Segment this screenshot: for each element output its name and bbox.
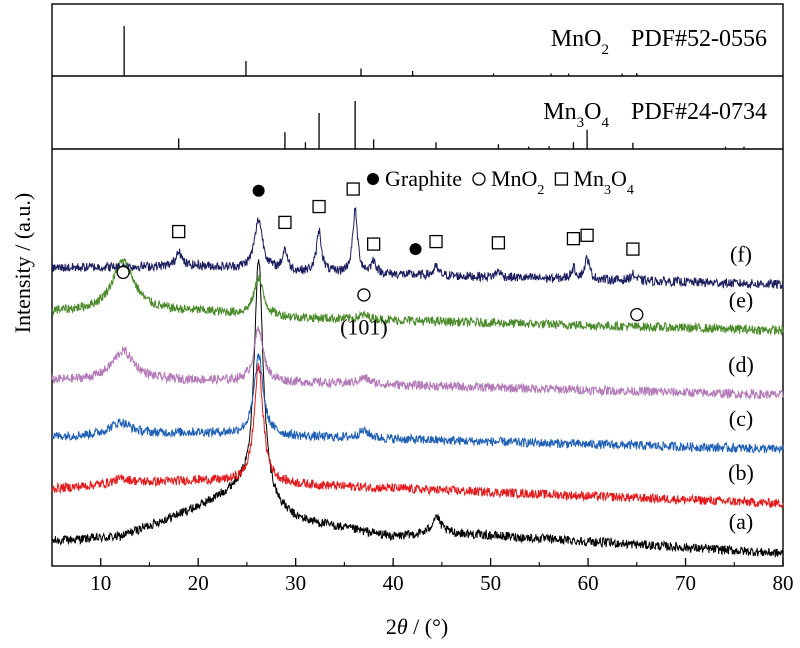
- graphite-peak-marker: [409, 243, 422, 256]
- x-tick-label: 40: [383, 571, 404, 595]
- mn3o4-peak-marker: [346, 182, 360, 196]
- x-tick-label: 50: [480, 571, 501, 595]
- reference-pdf-label: PDF#52-0556: [631, 26, 767, 52]
- legend-label-part: Mn: [491, 166, 522, 191]
- pattern-label: (d): [728, 352, 754, 377]
- peak-markers: (101): [116, 182, 644, 340]
- x-tick-label: 80: [773, 571, 794, 595]
- legend-label: MnO2: [491, 166, 544, 198]
- legend-label-part: 2: [537, 183, 544, 198]
- x-axis: 10 20 30 40 50 60 70 80: [51, 558, 794, 595]
- pattern-line-f: [51, 207, 784, 290]
- diffraction-patterns: (a) (b) (c) (d) (e) (f): [51, 207, 784, 558]
- x-tick-label: 70: [675, 571, 696, 595]
- mn3o4-peak-marker: [580, 228, 594, 242]
- mn3o4-peak-marker: [626, 242, 640, 256]
- reference-phase-label-part: 4: [601, 115, 609, 131]
- x-tick-label: 30: [285, 571, 306, 595]
- reference-phase-label-part: 2: [601, 42, 609, 58]
- legend-label-part: Mn: [573, 166, 604, 191]
- reference-phase-label-part: O: [584, 99, 601, 125]
- legend-label-part: 3: [604, 183, 611, 198]
- reference-phase-label-part: O: [584, 26, 601, 52]
- peak-annotation-label: (101): [340, 315, 388, 340]
- mn3o4-peak-marker: [312, 199, 326, 214]
- mn3o4-peak-marker: [278, 215, 292, 230]
- reference-panel-mn3o4: Mn3O4 PDF#24-0734: [178, 99, 767, 149]
- y-axis-label: Intensity / (a.u.): [10, 193, 35, 334]
- legend-marker-square: [554, 172, 569, 186]
- pattern-label: (c): [729, 406, 753, 431]
- pattern-line-d: [51, 326, 784, 401]
- legend-label: Graphite: [385, 166, 462, 191]
- x-tick-label: 10: [90, 571, 111, 595]
- legend-label-part: 4: [627, 183, 634, 198]
- mno2-peak-marker: [116, 265, 130, 280]
- legend: Graphite MnO2 Mn3O4: [367, 166, 634, 198]
- pattern-label: (f): [730, 242, 752, 267]
- mn3o4-peak-marker: [566, 232, 581, 246]
- mn3o4-peak-marker: [491, 236, 506, 250]
- mn3o4-peak-marker: [366, 237, 381, 251]
- mno2-peak-marker: [630, 307, 644, 322]
- reference-phase-label-part: Mn: [551, 26, 584, 52]
- x-label-theta: θ: [397, 614, 408, 639]
- mn3o4-peak-marker: [429, 234, 443, 249]
- reference-phase-label: MnO2: [551, 26, 609, 58]
- legend-label-part: Graphite: [385, 166, 462, 191]
- pattern-label: (e): [729, 287, 753, 312]
- reference-phase-label-part: 3: [577, 115, 585, 131]
- legend-marker-filled-circle: [367, 173, 379, 185]
- legend-label-part: O: [611, 166, 627, 191]
- reference-panel-mno2: MnO2 PDF#52-0556: [123, 26, 767, 76]
- reference-phase-label-part: Mn: [543, 99, 576, 125]
- pattern-line-e: [51, 258, 784, 336]
- x-tick-label: 60: [578, 571, 599, 595]
- reference-phase-label: Mn3O4: [543, 99, 609, 131]
- x-label-part: / (°): [408, 614, 449, 639]
- graphite-peak-marker: [252, 184, 265, 197]
- x-label-part: 2: [386, 614, 397, 639]
- pattern-line-c: [51, 353, 784, 454]
- pattern-line-b: [51, 362, 784, 509]
- legend-label-part: O: [522, 166, 538, 191]
- pattern-label: (b): [728, 460, 754, 485]
- mn3o4-peak-marker: [172, 224, 186, 239]
- legend-marker-open-circle: [472, 172, 486, 186]
- legend-label: Mn3O4: [573, 166, 633, 198]
- x-tick-label: 20: [188, 571, 209, 595]
- reference-pdf-label: PDF#24-0734: [631, 99, 767, 125]
- pattern-line-a: [51, 259, 784, 558]
- x-axis-label: 2θ / (°): [386, 614, 448, 639]
- pattern-label: (a): [729, 509, 753, 534]
- mno2-peak-marker: [357, 288, 371, 302]
